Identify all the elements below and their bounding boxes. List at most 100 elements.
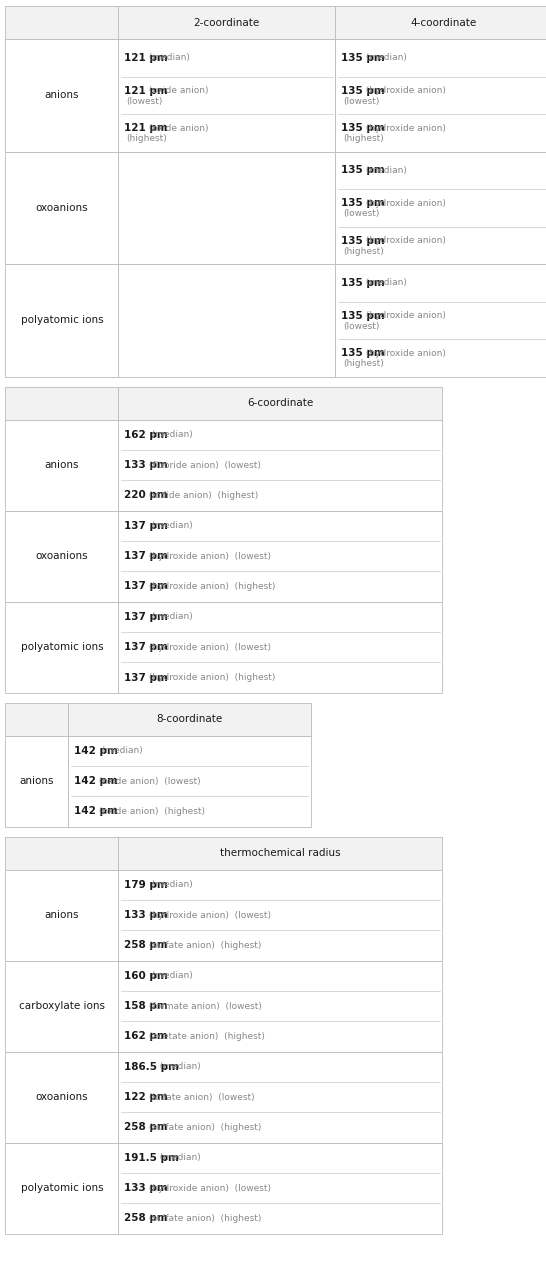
Bar <box>68 736 311 827</box>
Text: (highest): (highest) <box>127 134 168 143</box>
Text: (hydroxide anion)  (highest): (hydroxide anion) (highest) <box>146 581 276 592</box>
Bar <box>5 387 118 420</box>
Bar <box>5 264 118 377</box>
Bar <box>335 39 546 152</box>
Text: 179 pm: 179 pm <box>124 880 168 890</box>
Text: anions: anions <box>45 910 79 920</box>
Bar <box>118 387 442 420</box>
Text: (sulfate anion)  (highest): (sulfate anion) (highest) <box>146 1122 262 1133</box>
Text: 135 pm: 135 pm <box>341 311 384 321</box>
Text: 4-coordinate: 4-coordinate <box>410 18 477 28</box>
Bar <box>5 152 118 264</box>
Text: 220 pm: 220 pm <box>124 490 168 501</box>
Text: 135 pm: 135 pm <box>341 53 384 63</box>
Text: anions: anions <box>45 91 79 100</box>
Text: (oxide anion)  (lowest): (oxide anion) (lowest) <box>96 776 200 786</box>
Bar <box>335 264 546 377</box>
Text: (median): (median) <box>153 1062 200 1072</box>
Text: polyatomic ions: polyatomic ions <box>21 316 103 325</box>
Text: 2-coordinate: 2-coordinate <box>194 18 260 28</box>
Bar <box>118 870 442 961</box>
Text: 121 pm: 121 pm <box>124 53 168 63</box>
Bar <box>5 420 118 511</box>
Text: (hydroxide anion): (hydroxide anion) <box>363 311 446 321</box>
Text: 142 pm: 142 pm <box>74 806 117 817</box>
Bar <box>5 736 68 827</box>
Bar <box>118 6 335 39</box>
Bar <box>5 837 118 870</box>
Text: (hydroxide anion)  (lowest): (hydroxide anion) (lowest) <box>146 1183 271 1193</box>
Text: 133 pm: 133 pm <box>124 1183 168 1193</box>
Bar <box>68 703 311 736</box>
Text: (iodide anion)  (highest): (iodide anion) (highest) <box>146 490 258 501</box>
Text: (hydroxide anion)  (lowest): (hydroxide anion) (lowest) <box>146 910 271 920</box>
Text: (median): (median) <box>146 53 190 62</box>
Text: 186.5 pm: 186.5 pm <box>124 1062 179 1072</box>
Text: 135 pm: 135 pm <box>341 349 384 359</box>
Text: 137 pm: 137 pm <box>124 642 168 652</box>
Text: (fluoride anion)  (lowest): (fluoride anion) (lowest) <box>146 460 261 470</box>
Text: carboxylate ions: carboxylate ions <box>19 1001 105 1011</box>
Text: 135 pm: 135 pm <box>341 236 384 246</box>
Text: 258 pm: 258 pm <box>124 1213 168 1224</box>
Bar <box>118 511 442 602</box>
Bar <box>5 870 118 961</box>
Text: (sulfate anion)  (highest): (sulfate anion) (highest) <box>146 1213 262 1224</box>
Text: oxoanions: oxoanions <box>35 551 88 561</box>
Text: 137 pm: 137 pm <box>124 581 168 592</box>
Text: 135 pm: 135 pm <box>341 124 384 134</box>
Text: (highest): (highest) <box>343 134 384 143</box>
Bar <box>118 961 442 1052</box>
Bar <box>335 6 546 39</box>
Bar <box>118 420 442 511</box>
Bar <box>118 602 442 693</box>
Text: (hydroxide anion): (hydroxide anion) <box>363 198 446 209</box>
Text: (median): (median) <box>146 430 193 440</box>
Bar <box>118 264 335 377</box>
Text: (sulfate anion)  (highest): (sulfate anion) (highest) <box>146 940 262 951</box>
Text: 162 pm: 162 pm <box>124 1031 168 1042</box>
Bar <box>5 1052 118 1143</box>
Bar <box>118 152 335 264</box>
Text: (median): (median) <box>153 1153 200 1163</box>
Text: 133 pm: 133 pm <box>124 910 168 920</box>
Text: 137 pm: 137 pm <box>124 612 168 622</box>
Text: (median): (median) <box>146 521 193 531</box>
Bar <box>5 511 118 602</box>
Bar <box>5 602 118 693</box>
Text: (highest): (highest) <box>343 359 384 368</box>
Text: (hydroxide anion)  (lowest): (hydroxide anion) (lowest) <box>146 642 271 652</box>
Text: 142 pm: 142 pm <box>74 776 117 786</box>
Text: 137 pm: 137 pm <box>124 672 168 683</box>
Bar <box>5 39 118 152</box>
Bar <box>5 1143 118 1234</box>
Text: (formate anion)  (lowest): (formate anion) (lowest) <box>146 1001 262 1011</box>
Text: (iodate anion)  (lowest): (iodate anion) (lowest) <box>146 1092 255 1102</box>
Text: (median): (median) <box>146 971 193 981</box>
Text: (oxide anion): (oxide anion) <box>146 124 209 133</box>
Bar <box>5 6 118 39</box>
Text: (hydroxide anion): (hydroxide anion) <box>363 236 446 245</box>
Text: (lowest): (lowest) <box>127 97 163 106</box>
Text: (highest): (highest) <box>343 246 384 255</box>
Text: 135 pm: 135 pm <box>341 166 384 176</box>
Text: 191.5 pm: 191.5 pm <box>124 1153 179 1163</box>
Text: 137 pm: 137 pm <box>124 551 168 561</box>
Bar <box>5 961 118 1052</box>
Text: anions: anions <box>20 776 54 786</box>
Text: oxoanions: oxoanions <box>35 204 88 212</box>
Bar <box>335 152 546 264</box>
Text: (median): (median) <box>363 53 407 62</box>
Text: 121 pm: 121 pm <box>124 86 168 96</box>
Text: 160 pm: 160 pm <box>124 971 168 981</box>
Bar <box>5 703 68 736</box>
Text: 135 pm: 135 pm <box>341 278 384 288</box>
Text: 137 pm: 137 pm <box>124 521 168 531</box>
Text: (lowest): (lowest) <box>343 210 380 219</box>
Bar <box>118 1143 442 1234</box>
Text: 8-coordinate: 8-coordinate <box>157 714 223 724</box>
Bar <box>118 1052 442 1143</box>
Text: (hydroxide anion)  (highest): (hydroxide anion) (highest) <box>146 672 276 683</box>
Text: (hydroxide anion): (hydroxide anion) <box>363 86 446 96</box>
Text: (hydroxide anion): (hydroxide anion) <box>363 349 446 358</box>
